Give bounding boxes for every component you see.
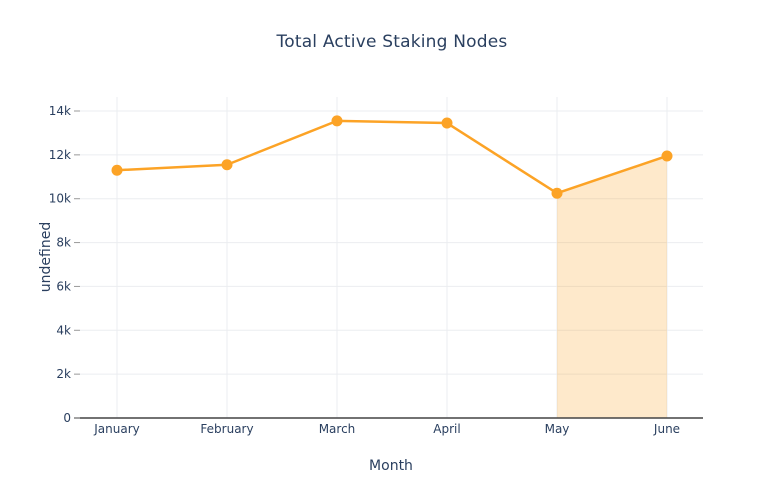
y-tick-label: 10k (49, 192, 71, 206)
y-tick-label: 2k (56, 367, 71, 381)
x-axis-title: Month (369, 458, 413, 474)
x-tick-label: February (200, 422, 253, 436)
y-tick-label: 4k (56, 323, 71, 337)
chart-title: Total Active Staking Nodes (276, 32, 508, 52)
x-tick-label: May (545, 422, 570, 436)
x-tick-label: April (433, 422, 460, 436)
x-tick-label: January (93, 422, 140, 436)
y-tick-label: 8k (56, 236, 71, 250)
y-axis-title: undefined (38, 221, 54, 293)
y-tick-label: 12k (49, 148, 71, 162)
x-tick-label: June (653, 422, 680, 436)
series-line (115, 119, 669, 195)
y-tick-label: 6k (56, 279, 71, 293)
data-point-may[interactable] (551, 187, 563, 199)
x-tick-label: March (319, 422, 356, 436)
highlight-region (557, 155, 667, 419)
data-point-april[interactable] (441, 117, 453, 129)
y-tick-label: 14k (49, 104, 71, 118)
data-point-march[interactable] (331, 115, 343, 127)
data-point-june[interactable] (661, 150, 673, 162)
y-tick-label: 0 (63, 411, 71, 425)
data-point-february[interactable] (221, 159, 233, 171)
data-point-january[interactable] (111, 164, 123, 176)
